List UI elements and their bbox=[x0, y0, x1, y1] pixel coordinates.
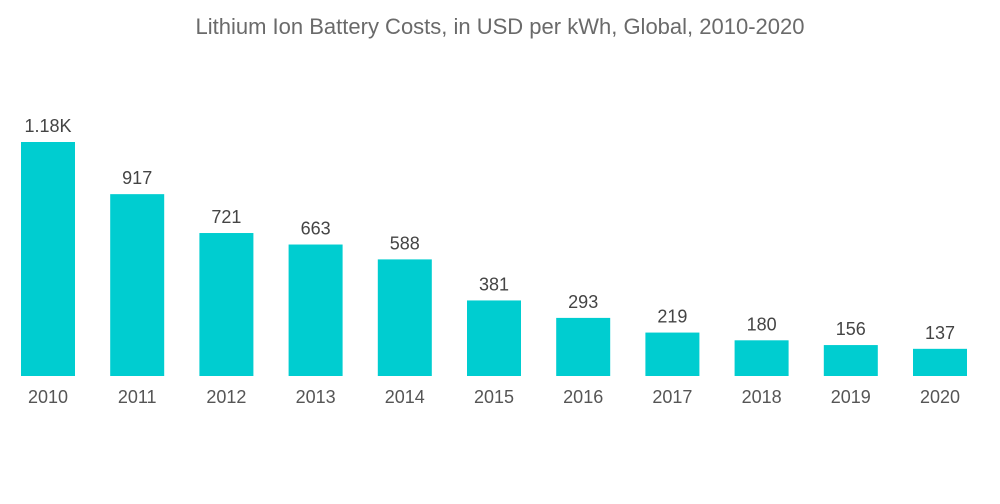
bar-2015 bbox=[467, 300, 521, 376]
data-label-2014: 588 bbox=[390, 233, 420, 253]
x-tick-2016: 2016 bbox=[563, 387, 603, 407]
x-tick-2013: 2013 bbox=[296, 387, 336, 407]
x-tick-2019: 2019 bbox=[831, 387, 871, 407]
bar-2011 bbox=[110, 194, 165, 376]
data-label-2018: 180 bbox=[747, 314, 777, 334]
x-tick-labels-group: 2010 2011 2012 2013 2014 2015 2016 2017 2018 2019… bbox=[28, 387, 960, 407]
chart-title: Lithium Ion Battery Costs, in USD per kW… bbox=[195, 14, 805, 39]
data-label-2010: 1.18K bbox=[24, 116, 71, 136]
bar-2013 bbox=[288, 244, 343, 376]
data-label-2019: 156 bbox=[836, 319, 866, 339]
data-label-2020: 137 bbox=[925, 323, 955, 343]
bar-2017 bbox=[645, 332, 700, 376]
data-labels-group: 1.18K 917 721 663 588 381 293 219 180 156 137 bbox=[24, 116, 955, 343]
bar-2010 bbox=[21, 142, 75, 376]
data-label-2016: 293 bbox=[568, 292, 598, 312]
data-label-2013: 663 bbox=[301, 219, 331, 239]
data-label-2012: 721 bbox=[211, 207, 241, 227]
bar-2018 bbox=[734, 340, 789, 376]
bar-2016 bbox=[556, 317, 611, 376]
bars-group bbox=[21, 142, 967, 376]
x-tick-2015: 2015 bbox=[474, 387, 514, 407]
data-label-2017: 219 bbox=[657, 307, 687, 327]
x-tick-2018: 2018 bbox=[742, 387, 782, 407]
x-tick-2014: 2014 bbox=[385, 387, 425, 407]
x-tick-2011: 2011 bbox=[118, 387, 157, 407]
data-label-2011: 917 bbox=[122, 168, 152, 188]
data-label-2015: 381 bbox=[479, 274, 509, 294]
x-tick-2010: 2010 bbox=[28, 387, 68, 407]
x-tick-2017: 2017 bbox=[652, 387, 692, 407]
bar-2014 bbox=[377, 259, 432, 376]
x-tick-2012: 2012 bbox=[206, 387, 246, 407]
bar-2019 bbox=[823, 345, 878, 376]
bar-2012 bbox=[199, 233, 254, 376]
x-tick-2020: 2020 bbox=[920, 387, 960, 407]
bar-2020 bbox=[913, 348, 967, 376]
